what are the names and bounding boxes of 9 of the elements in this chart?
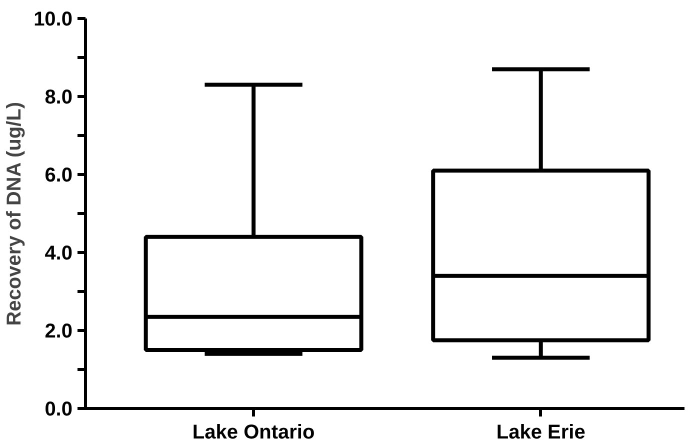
y-tick-label: 2.0: [44, 320, 73, 342]
y-tick-label: 0.0: [44, 398, 73, 420]
y-tick-label: 10.0: [34, 8, 73, 30]
y-tick-label: 4.0: [44, 242, 73, 264]
x-tick-label: Lake Ontario: [192, 422, 315, 444]
y-tick-label: 6.0: [44, 164, 73, 186]
y-axis-title: Recovery of DNA (ug/L): [4, 102, 26, 326]
x-tick-label: Lake Erie: [496, 422, 586, 444]
y-tick-label: 8.0: [44, 86, 73, 108]
